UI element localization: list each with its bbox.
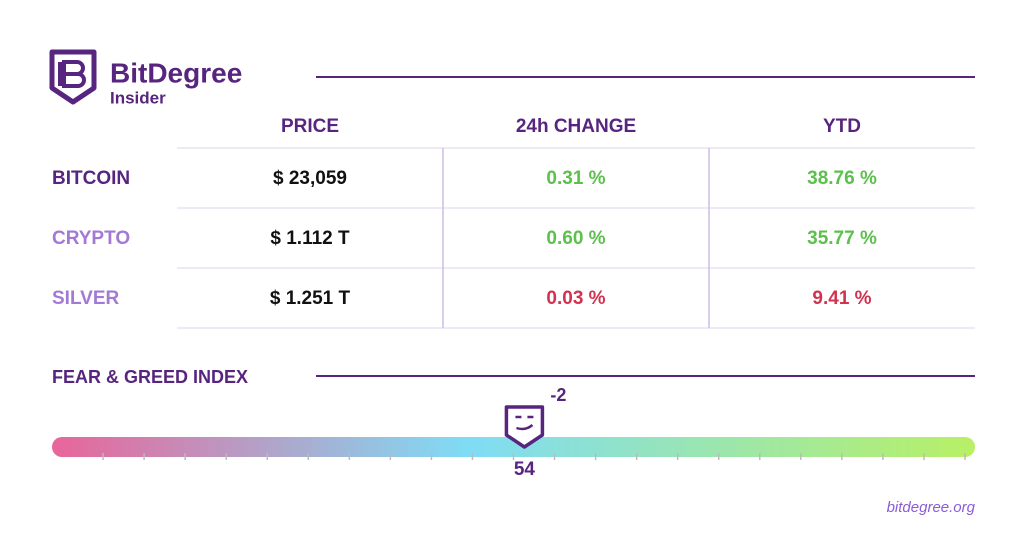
change: 0.31 % (546, 168, 605, 189)
ytd: 38.76 % (807, 168, 877, 189)
column-header: YTD (823, 116, 861, 137)
logo (49, 49, 97, 105)
bar-ticks (102, 453, 966, 460)
column-header: 24h CHANGE (516, 116, 636, 137)
ytd: 35.77 % (807, 228, 877, 249)
row-label: SILVER (52, 288, 119, 309)
price: $ 23,059 (273, 168, 347, 189)
row-label: BITCOIN (52, 168, 130, 189)
footer: bitdegree.org (887, 499, 976, 516)
index-title: FEAR & GREED INDEX (52, 367, 248, 387)
row-label: CRYPTO (52, 228, 130, 249)
brand-sub: Insider (110, 88, 166, 107)
index-bar (52, 437, 975, 457)
change: 0.03 % (546, 288, 605, 309)
price: $ 1.112 T (270, 228, 350, 249)
index-change: -2 (550, 385, 566, 405)
index-value: 54 (514, 459, 536, 480)
brand-name: BitDegree (110, 57, 242, 88)
price: $ 1.251 T (270, 288, 351, 309)
column-header: PRICE (281, 116, 339, 137)
index-marker (504, 405, 545, 449)
ytd: 9.41 % (812, 288, 871, 309)
change: 0.60 % (546, 228, 605, 249)
